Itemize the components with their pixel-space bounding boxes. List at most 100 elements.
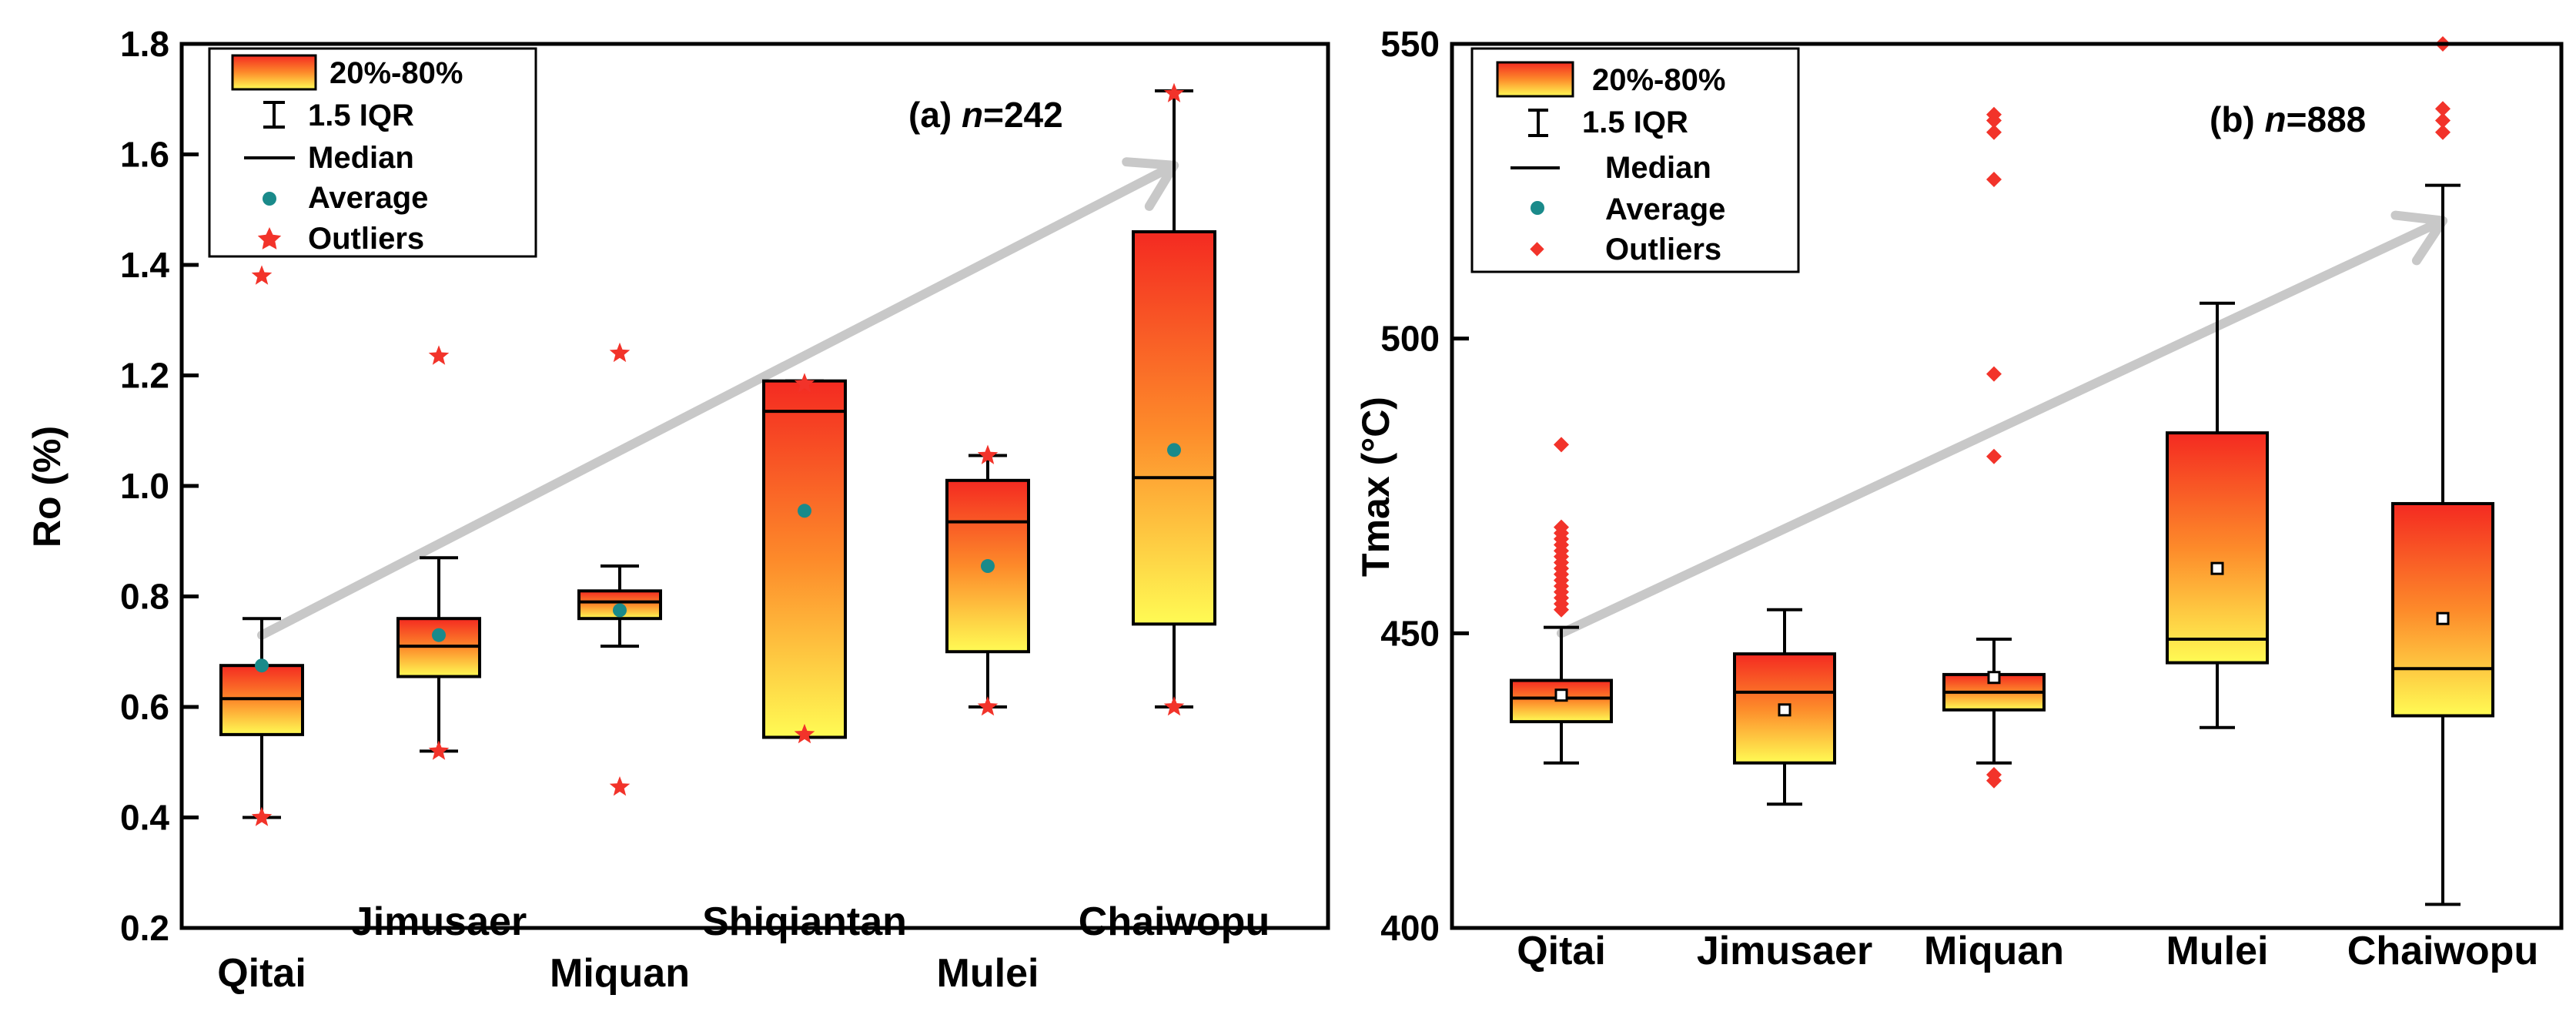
legend-label-outliers: Outliers (1605, 233, 1721, 266)
panel-a-outlier-point (251, 265, 273, 285)
panel-a-mean-marker (432, 628, 446, 642)
panel-a-annotation-n: n (962, 95, 983, 135)
panel-b-box-group (1733, 608, 1836, 806)
panel-b-boxes (1510, 36, 2494, 906)
panel-b-outlier-point (1986, 106, 2002, 122)
panel-a-outlier-point (428, 740, 450, 760)
panel-b-category-label: Chaiwopu (2347, 929, 2538, 973)
panel-a-mean-marker (981, 559, 995, 574)
panel-b-outlier-point (1986, 366, 2002, 382)
panel-a-y-tick-label: 1.6 (120, 135, 169, 175)
legend-box-swatch (231, 54, 317, 91)
panel-a-ro-chart: Ro (%) 0.2 0.4 0.6 0.8 1.0 1.2 1.4 1.6 1.8 Qitai… (25, 24, 1330, 996)
panel-b-y-ticks: 400 450 500 550 (1380, 24, 1469, 948)
panel-b-mean-marker (1778, 703, 1791, 717)
panel-b-category-label: Qitai (1517, 929, 1606, 973)
legend-label-median: Median (308, 141, 414, 175)
panel-a-category-label: Shiqiantan (702, 899, 907, 944)
panel-b-y-tick-label: 550 (1380, 24, 1440, 64)
panel-a-box-group (577, 342, 662, 796)
panel-a-y-tick-label: 1.8 (120, 24, 169, 64)
panel-b-trend-arrow (1557, 210, 2447, 638)
panel-b-outlier-point (2435, 101, 2451, 117)
legend-label-outliers: Outliers (308, 222, 424, 256)
panel-a-mean-marker (613, 603, 627, 618)
panel-a-annotation: (a) n=242 (908, 95, 1063, 135)
panel-b-mean-marker (2210, 561, 2224, 575)
panel-a-outlier-point (1163, 82, 1185, 102)
panel-b-category-label: Mulei (2166, 929, 2269, 973)
legend-average-dot-icon (1531, 201, 1544, 215)
panel-a-mean-marker (255, 658, 269, 673)
panel-a-outlier-point (251, 806, 273, 826)
panel-a-category-label: Miquan (550, 951, 690, 996)
legend-box-swatch (1496, 61, 1574, 98)
panel-a-category-label: Mulei (937, 951, 1039, 996)
panel-b-box-group (1942, 106, 2046, 789)
panel-b-outlier-point (1554, 519, 1569, 535)
panel-b-outlier-point (2435, 124, 2451, 140)
panel-b-category-labels: Qitai Jimusaer Miquan Mulei Chaiwopu (1517, 929, 2538, 973)
panel-b-trend-line (1557, 216, 2447, 638)
panel-b-annotation-prefix: (b) (2210, 99, 2265, 139)
panel-a-outlier-point (609, 776, 631, 796)
panel-a-y-tick-label: 1.2 (120, 356, 169, 396)
panel-b-box-group (2166, 301, 2269, 729)
panel-b-mean-marker (1987, 671, 2001, 685)
panel-a-box-group (1132, 82, 1216, 716)
panel-a-legend: 20%-80% 1.5 IQR Median Average Outliers (208, 47, 537, 258)
panel-b-tmax-chart: Tmax (°C) 400 450 500 550 Qitai Jimusaer Mi… (1354, 24, 2564, 973)
panel-a-category-label: Qitai (217, 951, 306, 996)
legend-label-range: 20%-80% (1592, 63, 1725, 97)
panel-b-y-tick-label: 400 (1380, 908, 1440, 948)
panel-a-plot-frame (179, 42, 1330, 930)
panel-a-mean-marker (1167, 443, 1181, 457)
panel-b-legend: 20%-80% 1.5 IQR Median Average Outliers (1470, 47, 1800, 273)
panel-a-y-ticks: 0.2 0.4 0.6 0.8 1.0 1.2 1.4 1.6 1.8 (120, 24, 199, 948)
legend-label-range: 20%-80% (330, 56, 463, 90)
panel-a-annotation-count: =242 (983, 95, 1063, 135)
panel-a-box-group (945, 444, 1030, 716)
legend-average-dot-icon (263, 192, 276, 206)
panel-a-box-group (762, 373, 847, 744)
legend-iqr-whisker-icon (263, 101, 285, 129)
panel-a-y-tick-label: 0.4 (120, 798, 169, 838)
legend-label-iqr: 1.5 IQR (1582, 106, 1688, 139)
panel-b-category-label: Jimusaer (1697, 929, 1872, 973)
panel-b-outlier-point (1986, 172, 2002, 187)
panel-b-outlier-point (1986, 448, 2002, 464)
panel-a-outlier-point (609, 342, 631, 363)
panel-b-outlier-point (1986, 767, 2002, 782)
legend-label-average: Average (308, 181, 428, 215)
legend-outlier-star-icon (257, 227, 282, 250)
panel-b-y-tick-label: 500 (1380, 319, 1440, 359)
panel-b-y-tick-label: 450 (1380, 613, 1440, 653)
legend-frame (208, 47, 537, 258)
panel-b-category-label: Miquan (1924, 929, 2064, 973)
legend-outlier-diamond-icon (1530, 242, 1544, 256)
panel-a-iqr-box (762, 379, 847, 739)
panel-b-plot-frame (1450, 42, 2564, 930)
panel-a-outlier-point (977, 696, 999, 716)
panel-a-outlier-point (977, 444, 999, 464)
legend-frame (1470, 47, 1800, 273)
panel-a-y-axis-title: Ro (%) (25, 426, 69, 548)
panel-a-category-label: Chaiwopu (1079, 899, 1270, 944)
panel-a-iqr-box (1132, 229, 1216, 626)
panel-b-outlier-point (2435, 112, 2451, 129)
panel-a-y-tick-label: 0.6 (120, 687, 169, 727)
panel-a-outlier-point (428, 345, 450, 365)
panel-b-annotation-count: =888 (2287, 99, 2367, 139)
panel-b-annotation: (b) n=888 (2210, 99, 2366, 139)
panel-b-y-axis-title: Tmax (°C) (1354, 397, 1397, 577)
panel-a-y-tick-label: 1.0 (120, 466, 169, 506)
panel-a-boxes (219, 82, 1216, 826)
panel-b-box-group (2391, 36, 2494, 906)
panel-a-y-tick-label: 0.2 (120, 908, 169, 948)
panel-a-trend-line (257, 160, 1179, 640)
panel-b-iqr-box (2391, 501, 2494, 718)
panel-a-category-labels: Qitai Jimusaer Miquan Shiqiantan Mulei C… (217, 899, 1270, 996)
panel-b-annotation-n: n (2265, 99, 2287, 139)
panel-b-outlier-point (1554, 437, 1569, 453)
